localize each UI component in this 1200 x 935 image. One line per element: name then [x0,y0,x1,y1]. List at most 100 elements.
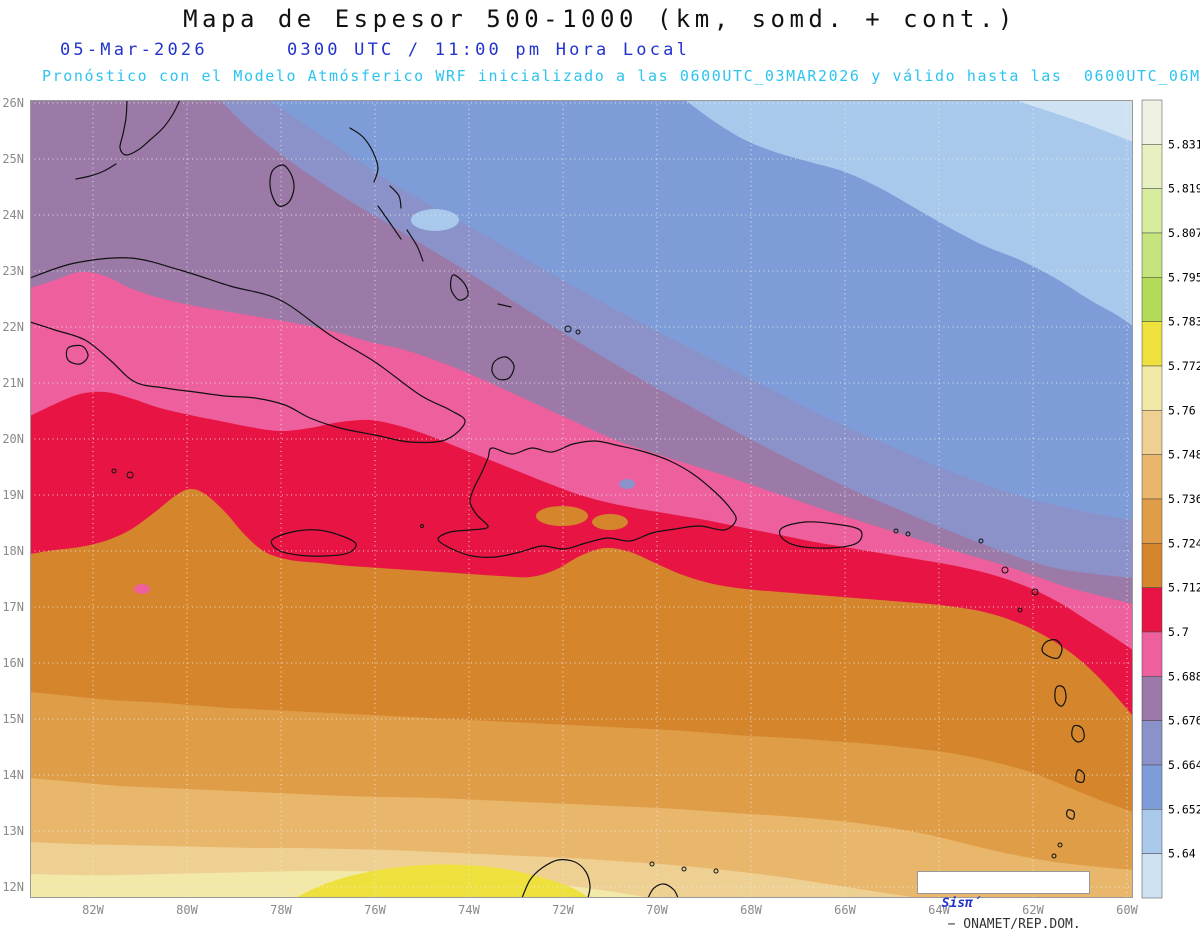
lon-tick-label: 80W [176,903,198,917]
contour-spot-orange-patch-haiti-w [536,506,588,526]
coastline-paraguana [647,883,679,898]
map-frame [30,100,1133,898]
lon-tick-label: 64W [919,903,959,917]
colorbar-segment [1141,676,1163,721]
coastline-guajira [521,859,591,898]
lon-tick-label: 82W [82,903,104,917]
branding-onamet: − ONAMET/REP.DOM. [947,917,1081,932]
coastline-martinique [1071,724,1085,743]
coastline-cuba [30,257,466,444]
islet [420,524,424,528]
coastline-exuma [377,205,402,240]
lat-tick-label: 23N [2,264,24,278]
lat-tick-label: 26N [2,96,24,110]
lon-tick-label: 74W [458,903,480,917]
colorbar-segment [1141,498,1163,544]
lat-tick-label: 13N [2,824,24,838]
colorbar-tick-label: 5.64 [1168,847,1196,861]
coastline-eleuthera [349,127,379,183]
colorbar-segment [1141,365,1163,411]
colorbar-tick-label: 5.724 [1168,536,1200,550]
contour-spots-layer [134,209,635,594]
colorbar-segment [1141,232,1163,278]
islet [111,468,117,474]
coastline-florida-keys [75,163,117,180]
coastline-puerto-rico [778,521,863,549]
lon-tick-label: 62W [1022,903,1044,917]
branding-badge: Sisπ́ − ONAMET/REP.DOM. [917,871,1090,932]
branding-sispi: Sisπ́ [941,896,981,911]
valid-time-label: 0300 UTC / 11:00 pm Hora Local [287,40,691,60]
lon-tick-label: 78W [270,903,292,917]
islet [1031,588,1039,596]
colorbar-segment [1141,543,1163,588]
colorbar-tick-label: 5.664 [1168,758,1200,772]
colorbar-segment [1141,454,1163,500]
colorbar-segment [1141,720,1163,766]
lat-tick-label: 18N [2,544,24,558]
colorbar-segment [1141,277,1163,322]
colorbar-segment [1141,144,1163,189]
lon-tick-label: 60W [1116,903,1138,917]
colorbar-tick-label: 5.76 [1168,403,1196,417]
islet [575,329,581,335]
colorbar-tick-label: 5.676 [1168,714,1200,728]
contour-band-yellow-core [295,864,590,898]
valid-date-label: 05-Mar-2026 [60,40,208,60]
colorbar-tick-label: 5.652 [1168,802,1200,816]
lat-tick-label: 16N [2,656,24,670]
lat-tick-label: 20N [2,432,24,446]
forecast-info-label: Pronóstico con el Modelo Atmósferico WRF… [42,67,1200,85]
colorbar-segment [1141,853,1163,899]
colorbar-segment [1141,587,1163,633]
lon-tick-label: 66W [834,903,856,917]
islet [893,528,899,534]
coastline-long-island [406,229,424,262]
map-title: Mapa de Espesor 500-1000 (km, somd. + co… [183,5,1017,33]
islet [681,866,687,872]
islet [905,531,911,537]
lat-tick-label: 12N [2,880,24,894]
coastlines-layer [30,100,1085,898]
latitude-axis: 26N 25N 24N 23N 22N 21N 20N 19N 18N 17N 16N 15N 14N 1… [0,96,27,898]
lat-tick-label: 21N [2,376,24,390]
contour-spot-pink-dot [134,584,150,594]
lon-tick-label: 68W [740,903,762,917]
islet [978,538,984,544]
coastline-inagua [491,356,515,381]
coastline-dominica [1054,685,1067,707]
colorbar-segment [1141,809,1163,854]
coastline-guadeloupe [1041,639,1063,660]
colorbar-tick-label: 5.783 [1168,315,1200,329]
lat-tick-label: 15N [2,712,24,726]
coastline-mayaguana [497,303,512,308]
colorbar-segment [1141,631,1163,677]
lat-tick-label: 17N [2,600,24,614]
coastline-st-lucia [1075,769,1085,783]
contour-bands-layer [30,100,1133,898]
longitude-axis: 82W 80W 78W 76W 74W 72W 70W 68W 66W 64W 62W 60W [30,903,1138,919]
colorbar-segment [1141,410,1163,455]
coastline-st-vincent [1066,809,1075,820]
colorbar-segment [1141,188,1163,234]
thickness-contour-map [30,100,1133,898]
contour-spot-slate-dot [619,479,635,489]
coastline-acklins [449,274,469,301]
colorbar-tick-label: 5.831 [1168,137,1200,151]
coastline-florida-tip [119,100,181,156]
colorbar-tick-label: 5.772 [1168,359,1200,373]
colorbar-tick-label: 5.748 [1168,448,1200,462]
islet [1017,607,1023,613]
colorbar-tick-label: 5.795 [1168,270,1200,284]
islet [1051,853,1057,859]
lon-tick-label: 70W [646,903,668,917]
lat-tick-label: 22N [2,320,24,334]
colorbar-tick-label: 5.819 [1168,182,1200,196]
colorbar-tick-label: 5.712 [1168,581,1200,595]
colorbar-segment [1141,99,1163,145]
lon-tick-label: 72W [552,903,574,917]
colorbar-tick-label: 5.807 [1168,226,1200,240]
colorbar-segment [1141,321,1163,367]
colorbar-tick-label: 5.736 [1168,492,1200,506]
islet [1001,566,1009,574]
